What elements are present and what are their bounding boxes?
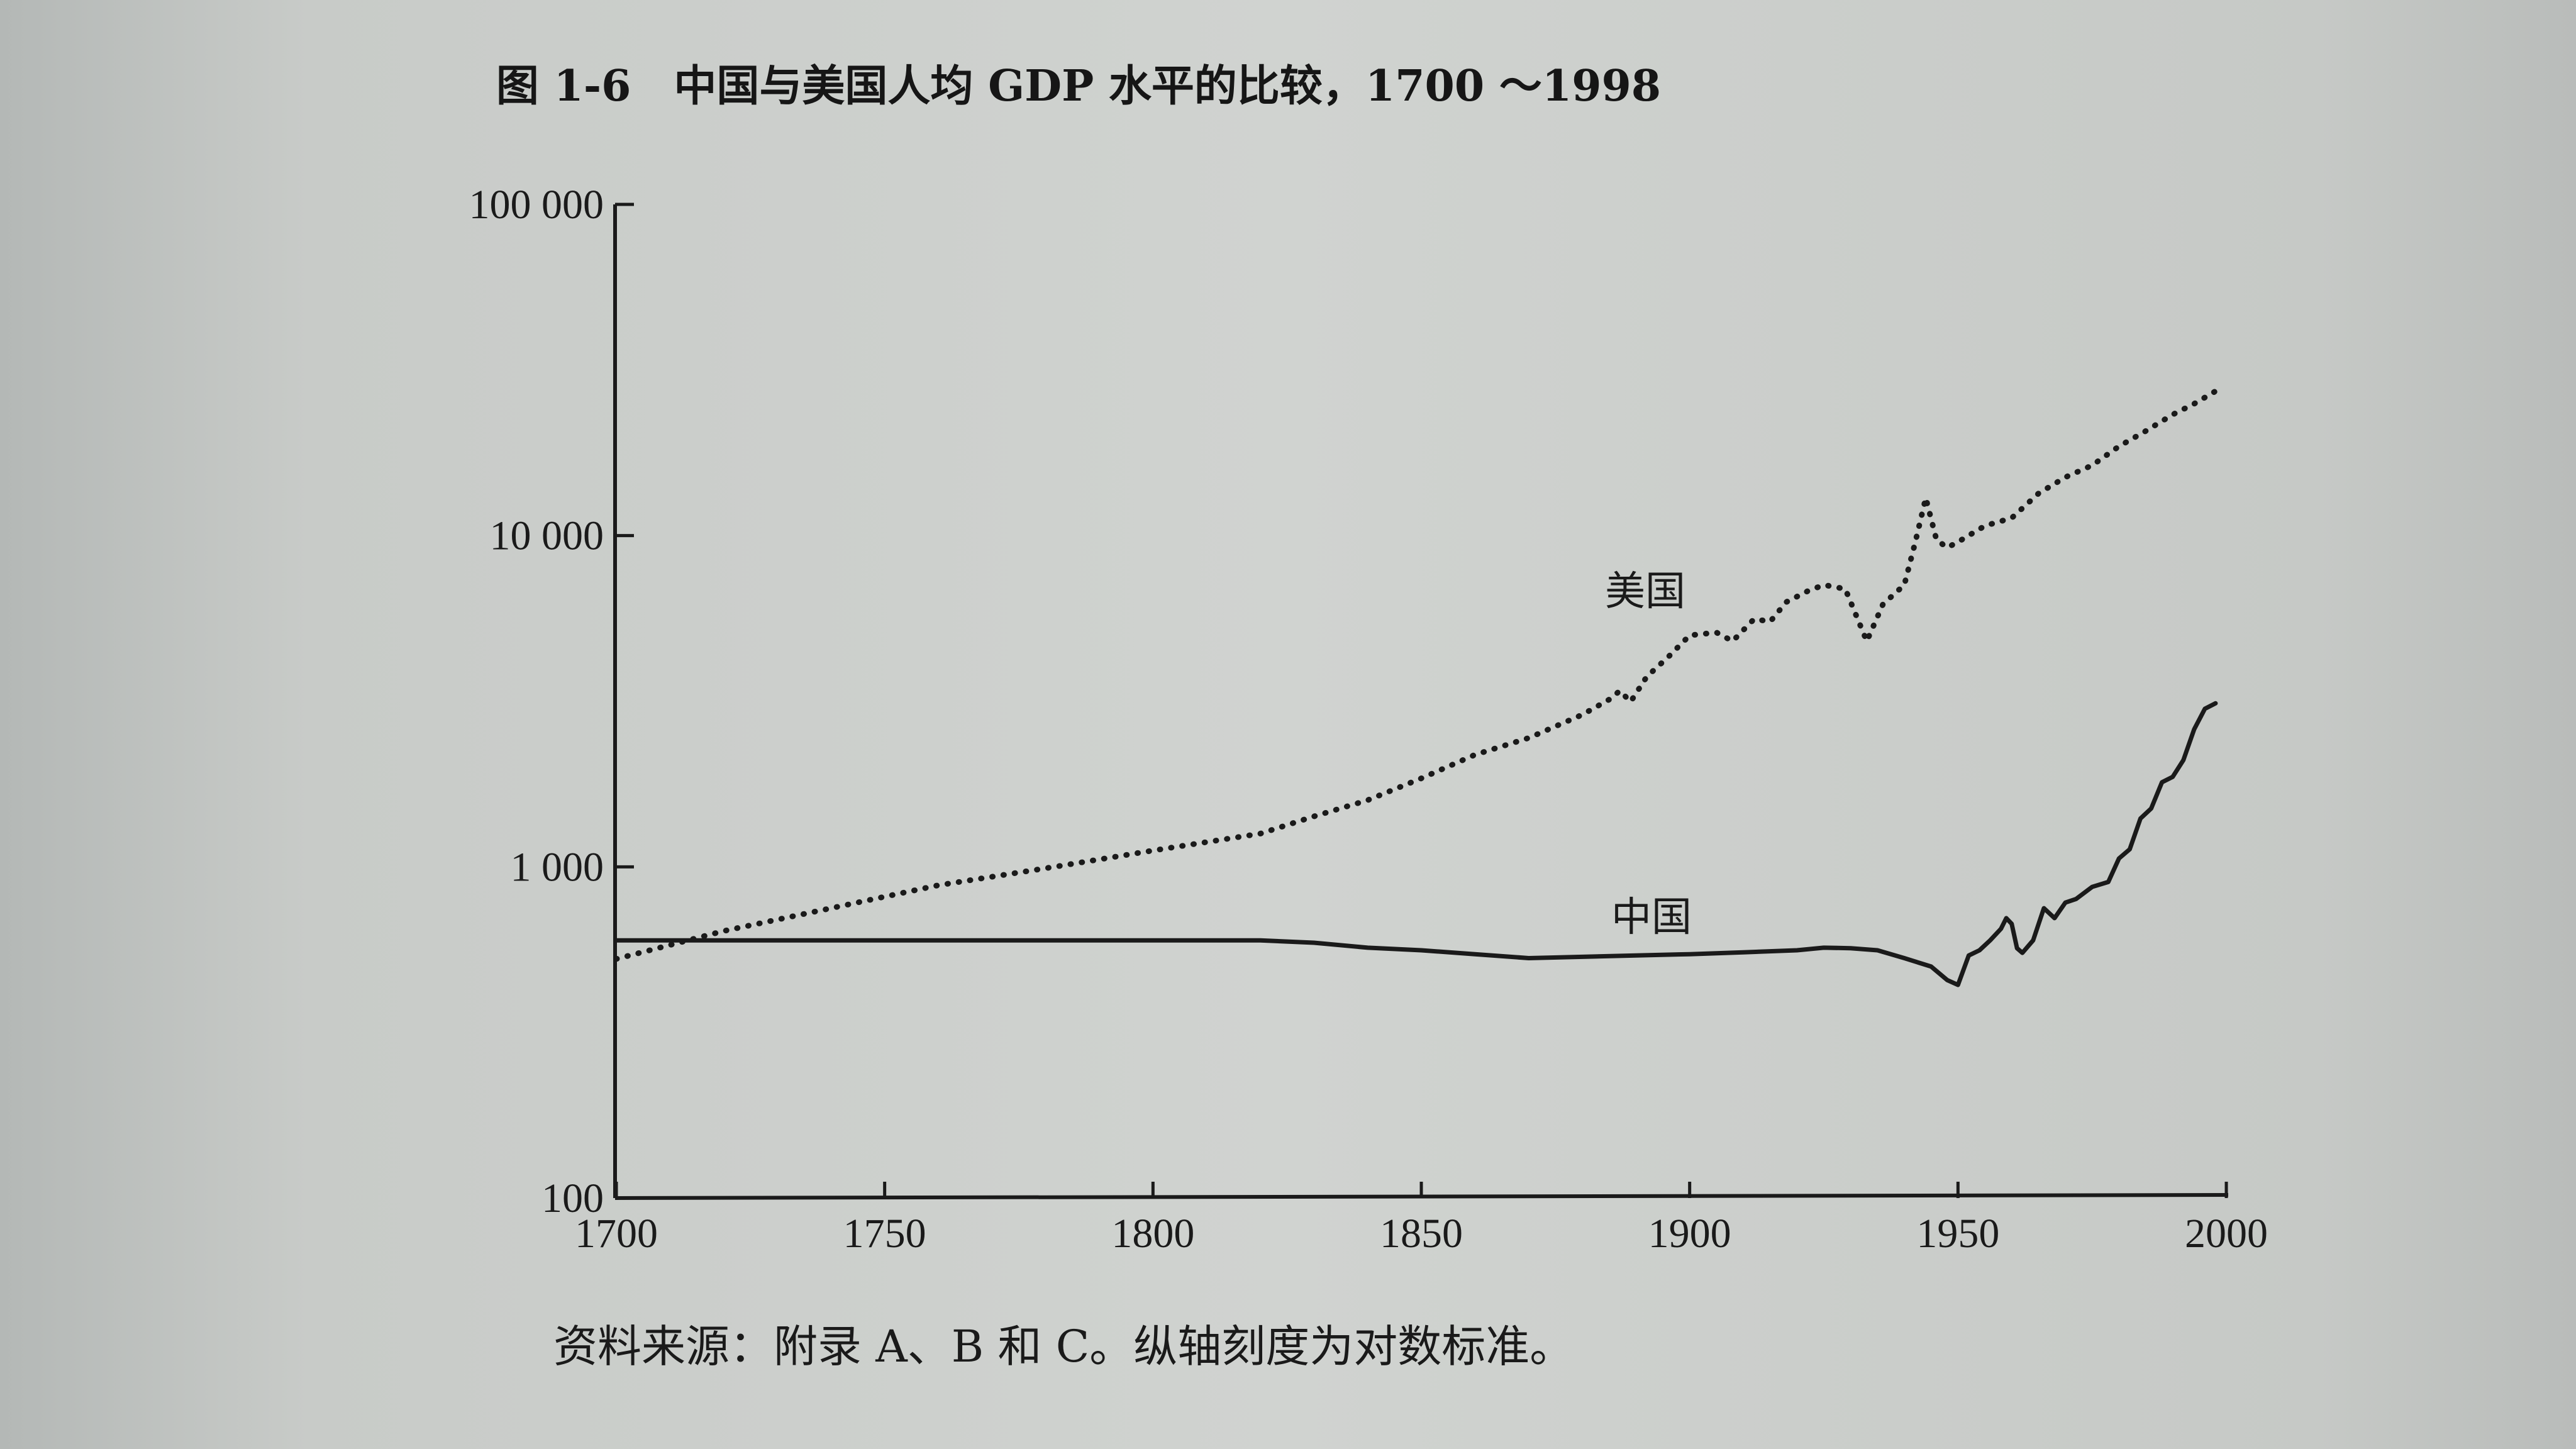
- x-axis-ticks: 1700 1750 1800 1850 1900 1950 2000: [575, 1182, 2268, 1257]
- y-axis-ticks: 100 1 000 10 000 100 000: [469, 182, 634, 1221]
- x-tick-label: 1950: [1916, 1211, 1999, 1257]
- chart-title: 图 1-6 中国与美国人均 GDP 水平的比较，1700 ～1998: [496, 61, 1661, 111]
- y-tick-label: 100 000: [469, 182, 604, 228]
- x-tick-label: 2000: [2185, 1211, 2268, 1257]
- y-tick-label: 1 000: [511, 844, 604, 890]
- x-tick-label: 1850: [1380, 1211, 1463, 1257]
- series-layer: [613, 388, 2219, 987]
- series-label-china: 中国: [1611, 894, 1692, 941]
- source-note: 资料来源：附录 A、B 和 C。纵轴刻度为对数标准。: [553, 1321, 1574, 1372]
- x-tick-label: 1900: [1648, 1211, 1731, 1257]
- x-tick-label: 1750: [843, 1211, 926, 1257]
- series-line-usa: [613, 388, 2219, 962]
- series-line-china: [614, 701, 2218, 987]
- y-tick-label: 100: [541, 1175, 604, 1221]
- x-tick-label: 1700: [575, 1211, 658, 1257]
- x-tick-label: 1800: [1111, 1211, 1194, 1257]
- series-label-usa: 美国: [1605, 569, 1685, 615]
- axes: [613, 204, 2229, 1200]
- y-tick-label: 10 000: [490, 513, 604, 559]
